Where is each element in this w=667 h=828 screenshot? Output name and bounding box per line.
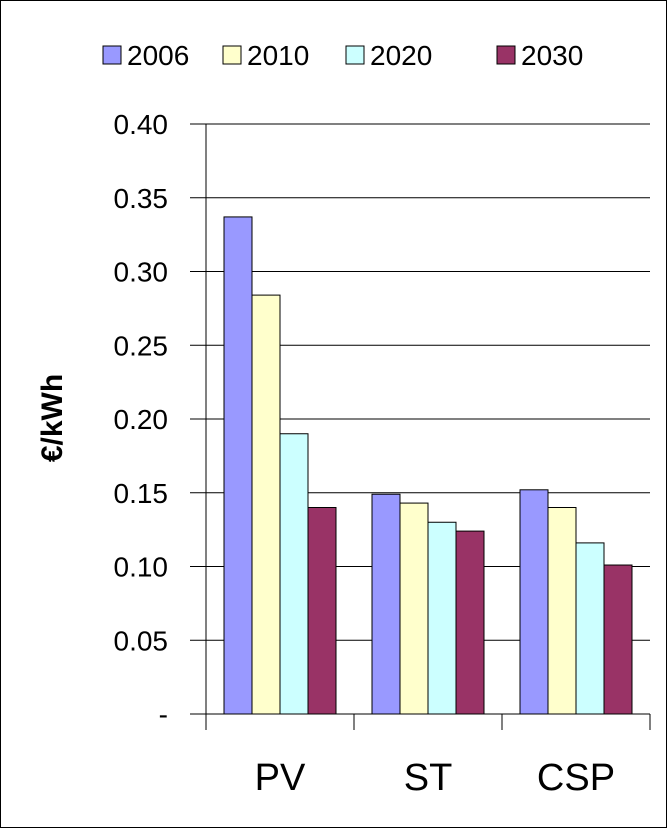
bar-pv-2006 <box>223 216 253 715</box>
bar-st-2030 <box>455 530 485 715</box>
y-tick-label: 0.20 <box>114 404 169 435</box>
y-tick-label: 0.25 <box>114 330 169 361</box>
legend-label-2010: 2010 <box>247 40 309 71</box>
axes <box>190 123 651 730</box>
bar-st-2010 <box>399 502 429 715</box>
legend-label-2020: 2020 <box>370 40 432 71</box>
y-axis-label: €/kWh <box>36 374 69 462</box>
legend-label-2030: 2030 <box>521 40 583 71</box>
x-category-labels: PV ST CSP <box>255 757 615 799</box>
x-category-label: CSP <box>537 757 615 799</box>
y-tick-label: - <box>159 699 168 730</box>
bar-csp-2006 <box>519 489 549 715</box>
legend-swatch-2020 <box>345 45 365 65</box>
y-tick-label: 0.30 <box>114 257 169 288</box>
bar-csp-2010 <box>547 507 577 715</box>
bar-pv-2030 <box>307 507 337 715</box>
bar-pv-2010 <box>251 294 281 715</box>
y-tick-label: 0.10 <box>114 552 169 583</box>
y-tick-label: 0.35 <box>114 183 169 214</box>
legend: 2006 2010 2020 2030 <box>102 40 583 71</box>
x-category-label: ST <box>404 757 453 799</box>
y-tick-labels: - 0.05 0.10 0.15 0.20 0.25 0.30 0.35 0.40 <box>114 109 169 730</box>
legend-swatch-2010 <box>222 45 242 65</box>
bar-pv-2020 <box>279 433 309 715</box>
legend-swatch-2006 <box>102 45 122 65</box>
bars <box>223 216 633 715</box>
bar-st-2020 <box>427 521 457 715</box>
legend-label-2006: 2006 <box>127 40 189 71</box>
bar-csp-2020 <box>575 542 605 715</box>
x-category-label: PV <box>255 757 306 799</box>
bar-csp-2030 <box>603 564 633 715</box>
legend-swatch-2030 <box>496 45 516 65</box>
y-tick-label: 0.40 <box>114 109 169 140</box>
y-tick-label: 0.15 <box>114 478 169 509</box>
y-tick-label: 0.05 <box>114 625 169 656</box>
bar-st-2006 <box>371 493 401 715</box>
